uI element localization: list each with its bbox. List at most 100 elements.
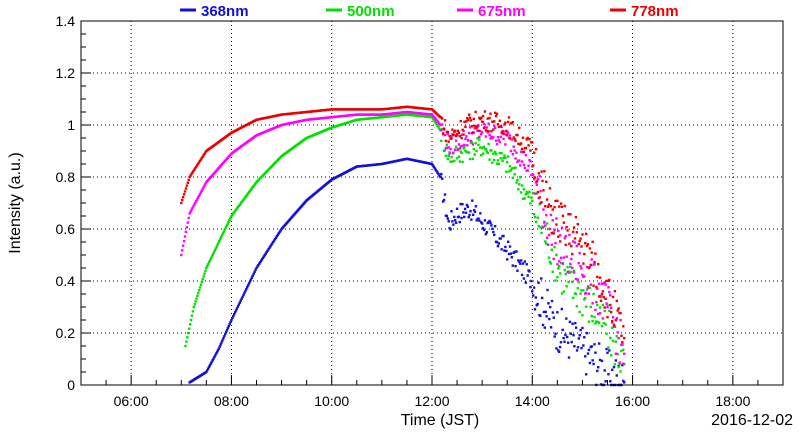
data-point — [520, 184, 524, 187]
data-point — [269, 245, 272, 248]
y-tick-label: 0 — [67, 377, 75, 393]
data-point — [222, 230, 226, 233]
data-point — [463, 215, 466, 219]
data-point — [584, 305, 588, 308]
data-point — [490, 149, 493, 152]
data-point — [451, 128, 454, 131]
data-point — [498, 119, 501, 122]
data-point — [529, 149, 532, 152]
data-point — [272, 239, 276, 242]
data-point — [603, 306, 606, 309]
data-point — [433, 120, 436, 123]
data-point — [558, 240, 562, 243]
data-point — [586, 285, 590, 288]
data-point — [557, 350, 561, 354]
data-point — [459, 145, 462, 148]
data-point — [472, 117, 475, 121]
data-point — [573, 237, 577, 240]
data-point — [470, 124, 474, 128]
data-point — [574, 326, 578, 329]
data-point — [597, 312, 600, 316]
data-point — [521, 262, 525, 265]
data-point — [183, 190, 187, 193]
data-point — [495, 112, 499, 116]
data-point — [575, 349, 579, 352]
data-point — [609, 336, 612, 340]
data-point — [601, 303, 605, 307]
data-point — [196, 162, 200, 166]
data-point — [195, 164, 199, 167]
data-point — [530, 173, 533, 177]
data-point — [440, 172, 443, 176]
data-point — [520, 160, 524, 163]
data-point — [454, 148, 457, 152]
data-point — [596, 369, 599, 373]
data-point — [557, 229, 560, 233]
data-point — [594, 252, 597, 255]
data-point — [477, 143, 480, 147]
data-point — [509, 169, 513, 172]
data-point — [601, 290, 605, 293]
data-point — [586, 243, 590, 246]
data-point — [270, 243, 273, 247]
data-point — [622, 362, 625, 365]
data-point — [545, 213, 548, 217]
data-point — [461, 160, 464, 164]
data-point — [539, 314, 542, 317]
data-point — [548, 317, 551, 321]
data-point — [185, 340, 188, 343]
data-point — [235, 207, 239, 210]
data-point — [497, 125, 501, 129]
data-point — [458, 220, 461, 224]
data-point — [590, 258, 593, 261]
data-point — [484, 232, 488, 236]
data-point — [606, 351, 609, 355]
data-point — [533, 192, 537, 195]
data-point — [480, 132, 483, 136]
data-point — [515, 151, 518, 154]
data-point — [580, 289, 583, 292]
data-point — [507, 170, 511, 173]
data-point — [618, 362, 621, 366]
data-point — [206, 264, 209, 268]
data-point — [556, 263, 559, 266]
data-point — [519, 150, 523, 153]
data-point — [466, 144, 469, 147]
data-point — [477, 217, 480, 220]
data-point — [519, 176, 522, 179]
data-point — [612, 324, 616, 327]
y-tick-label: 1.4 — [56, 13, 76, 29]
data-point — [200, 280, 204, 284]
data-point — [599, 299, 603, 303]
data-point — [584, 291, 588, 295]
data-point — [240, 297, 243, 301]
data-point — [572, 226, 576, 229]
data-point — [597, 295, 601, 298]
data-point — [259, 261, 262, 264]
data-point — [590, 251, 593, 254]
data-point — [493, 126, 497, 129]
data-point — [588, 286, 592, 290]
data-point — [464, 211, 468, 214]
data-point — [215, 350, 219, 354]
data-point — [610, 320, 614, 323]
data-point — [458, 160, 462, 163]
data-point — [560, 292, 564, 295]
data-point — [577, 262, 580, 265]
data-point — [586, 286, 590, 289]
data-point — [524, 281, 527, 284]
data-point — [218, 345, 221, 348]
data-point — [567, 213, 570, 216]
data-point — [552, 316, 555, 319]
data-point — [578, 239, 581, 243]
data-point — [611, 316, 615, 319]
data-point — [584, 355, 587, 358]
data-point — [432, 118, 436, 122]
data-point — [464, 125, 467, 129]
data-point — [605, 302, 608, 305]
data-point — [563, 268, 566, 272]
data-point — [532, 178, 536, 181]
data-point — [189, 174, 192, 177]
data-point — [201, 155, 204, 158]
